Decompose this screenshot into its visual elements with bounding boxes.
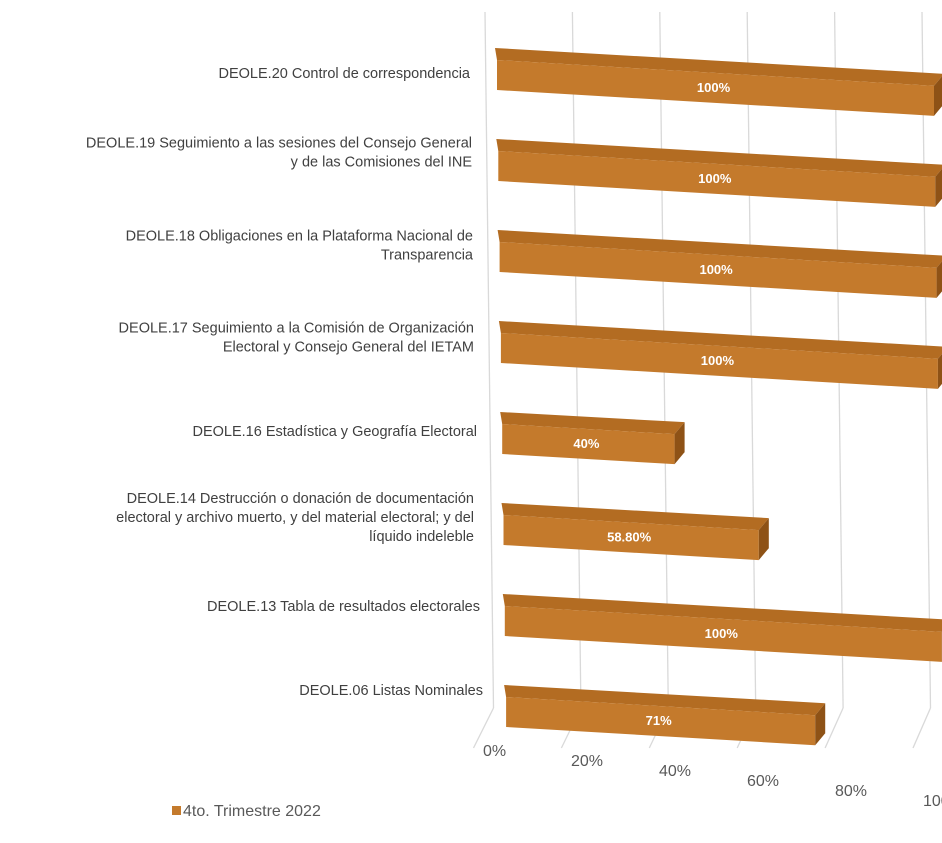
bar-front-face bbox=[503, 515, 759, 561]
category-labels: DEOLE.20 Control de correspondencia DEOLE… bbox=[86, 66, 483, 699]
category-label: DEOLE.17 Seguimiento a la Comisión de Or… bbox=[119, 321, 474, 356]
bar: 100% bbox=[496, 139, 942, 207]
bar-side-face bbox=[674, 422, 685, 465]
bar-top-face bbox=[502, 594, 942, 632]
bar-top-face bbox=[497, 230, 942, 268]
bar-front-face bbox=[497, 60, 934, 116]
x-tick-label: 60% bbox=[747, 773, 779, 790]
x-tick-label: 100% bbox=[923, 793, 942, 810]
category-label: DEOLE.06 Listas Nominales bbox=[299, 683, 483, 699]
gridline-floor bbox=[912, 707, 932, 749]
bar: 40% bbox=[500, 412, 685, 465]
bar-value-label: 100% bbox=[699, 262, 733, 277]
legend-swatch bbox=[172, 806, 181, 815]
bar-front-face bbox=[500, 333, 938, 389]
gridline-floor bbox=[824, 707, 844, 749]
category-label: DEOLE.18 Obligaciones en la Plataforma N… bbox=[126, 229, 474, 264]
bar-top-face bbox=[504, 685, 826, 716]
legend-label: 4to. Trimestre 2022 bbox=[183, 803, 321, 820]
bar-side-face bbox=[815, 703, 826, 746]
bar: 58.80% bbox=[501, 503, 769, 561]
bar-side-face bbox=[758, 518, 769, 561]
x-tick-label: 0% bbox=[483, 743, 506, 760]
x-tick-label: 40% bbox=[659, 763, 691, 780]
gridline-floor bbox=[472, 707, 495, 749]
bar-side-face bbox=[937, 353, 942, 389]
bar: 100% bbox=[502, 594, 942, 662]
bars: 100% 100% 100% 100% 40% 58.80% 100% 71% bbox=[495, 48, 942, 746]
bar-side-face bbox=[934, 76, 942, 116]
x-tick-label: 80% bbox=[835, 783, 867, 800]
gridline-back bbox=[484, 11, 495, 709]
bar-front-face bbox=[504, 606, 942, 662]
bar-front-face bbox=[502, 424, 675, 465]
bar-top-face bbox=[501, 503, 769, 531]
category-label: DEOLE.16 Estadística y Geografía Elector… bbox=[193, 424, 478, 440]
bar: 100% bbox=[497, 230, 942, 298]
category-label: DEOLE.19 Seguimiento a las sesiones del … bbox=[86, 136, 472, 171]
bar-value-label: 40% bbox=[573, 436, 599, 451]
bar-side-face bbox=[936, 261, 942, 298]
bar-top-face bbox=[498, 321, 942, 359]
x-axis-ticks: 0% 20% 40% 60% 80% 100% bbox=[483, 743, 942, 810]
bar-side-face bbox=[935, 168, 942, 207]
bar-value-label: 100% bbox=[705, 626, 739, 641]
bar-front-face bbox=[499, 242, 937, 298]
legend: 4to. Trimestre 2022 bbox=[172, 803, 321, 820]
category-label: DEOLE.13 Tabla de resultados electorales bbox=[207, 599, 480, 615]
bar: 71% bbox=[504, 685, 826, 746]
bar-front-face bbox=[506, 697, 816, 746]
category-label: DEOLE.14 Destrucción o donación de docum… bbox=[116, 491, 474, 545]
bar-top-face bbox=[500, 412, 685, 435]
bar-front-face bbox=[498, 151, 936, 207]
bar-value-label: 58.80% bbox=[607, 530, 652, 545]
bar-top-face bbox=[496, 139, 942, 177]
bar: 100% bbox=[498, 321, 942, 389]
bar-value-label: 100% bbox=[698, 171, 732, 186]
bar-value-label: 100% bbox=[697, 80, 731, 95]
bar-top-face bbox=[495, 48, 942, 86]
bar-value-label: 100% bbox=[701, 353, 735, 368]
category-label: DEOLE.20 Control de correspondencia bbox=[219, 66, 471, 82]
bar: 100% bbox=[495, 48, 942, 116]
x-tick-label: 20% bbox=[571, 753, 603, 770]
bar-value-label: 71% bbox=[646, 713, 672, 728]
